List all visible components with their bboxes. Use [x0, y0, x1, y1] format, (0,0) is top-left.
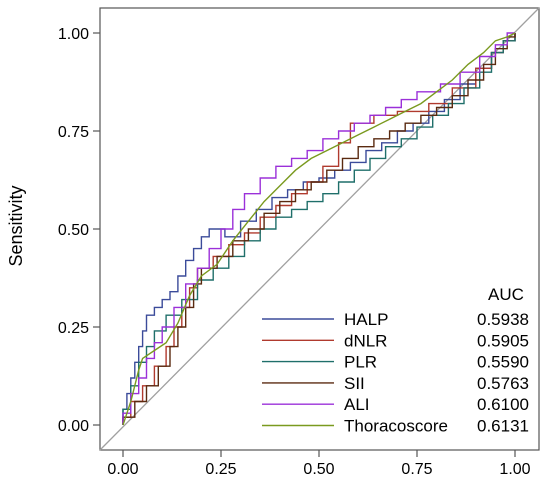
- legend-label: ALI: [344, 395, 370, 414]
- legend-auc-value: 0.5590: [477, 353, 529, 372]
- legend: AUC HALP 0.5938 dNLR 0.5905 PLR 0.5590 SII 0.57…: [262, 285, 529, 436]
- legend-auc-value: 0.5905: [477, 331, 529, 350]
- reference-diagonal: [99, 7, 540, 451]
- x-axis: 0.00 0.25 0.50 0.75 1.00: [107, 450, 531, 478]
- series-line-plr: [122, 33, 516, 425]
- legend-label: SII: [344, 374, 365, 393]
- y-axis-label: Sensitivity: [6, 185, 26, 266]
- series-group: [122, 32, 516, 426]
- legend-header: AUC: [488, 285, 524, 304]
- x-tick-label: 0.75: [401, 461, 432, 478]
- y-tick-label: 1.00: [58, 26, 89, 43]
- reference-line: [99, 7, 540, 451]
- y-tick-label: 0.75: [58, 124, 89, 141]
- x-tick-label: 0.50: [303, 461, 334, 478]
- legend-auc-value: 0.5938: [477, 310, 529, 329]
- legend-label: PLR: [344, 353, 377, 372]
- series-line-thoracoscore: [122, 32, 516, 426]
- y-tick-label: 0.00: [58, 418, 89, 435]
- y-tick-label: 0.50: [58, 222, 89, 239]
- x-tick-label: 0.25: [205, 461, 236, 478]
- y-axis: 0.00 0.25 0.50 0.75 1.00: [58, 26, 100, 435]
- legend-auc-value: 0.6131: [477, 417, 529, 436]
- x-tick-label: 0.00: [107, 461, 138, 478]
- legend-auc-value: 0.5763: [477, 374, 529, 393]
- x-tick-label: 1.00: [499, 461, 530, 478]
- legend-label: HALP: [344, 310, 388, 329]
- series-line-sii: [122, 33, 516, 425]
- y-tick-label: 0.25: [58, 320, 89, 337]
- legend-auc-value: 0.6100: [477, 395, 529, 414]
- legend-label: Thoracoscore: [344, 417, 448, 436]
- legend-label: dNLR: [344, 331, 387, 350]
